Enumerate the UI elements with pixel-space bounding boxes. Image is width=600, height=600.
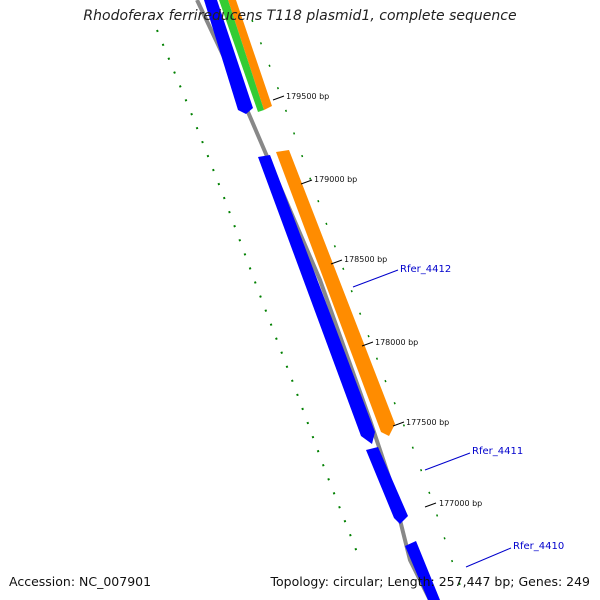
cds-reverse-rfer4411 <box>366 447 408 524</box>
cds-reverse-top <box>204 0 253 114</box>
leader-line-rfer4411 <box>424 452 471 471</box>
tick-label-177500: 177500 bp <box>406 418 449 427</box>
outer-dotted-track <box>251 19 466 600</box>
tick-label-177000: 177000 bp <box>439 499 482 508</box>
scale-ticks <box>272 95 437 508</box>
cds-reverse-rfer4410 <box>405 541 440 600</box>
leader-line-rfer4410 <box>465 547 512 568</box>
rna-top <box>219 0 264 112</box>
gene-label-rfer4411[interactable]: Rfer_4411 <box>472 446 523 457</box>
leader-line-rfer4412 <box>352 269 399 288</box>
cds-forward-rfer4412 <box>276 150 395 436</box>
tick-label-179500: 179500 bp <box>286 92 329 101</box>
map-title: Rhodoferax ferrireducens T118 plasmid1, … <box>83 8 517 24</box>
tick-label-178500: 178500 bp <box>344 255 387 264</box>
cds-reverse-main <box>258 155 375 444</box>
gene-label-rfer4410[interactable]: Rfer_4410 <box>513 541 564 552</box>
cds-forward-top <box>228 0 272 110</box>
gene-label-rfer4412[interactable]: Rfer_4412 <box>400 264 451 275</box>
tick-label-179000: 179000 bp <box>314 175 357 184</box>
topology-summary: Topology: circular; Length: 257,447 bp; … <box>270 574 591 589</box>
tick-label-178000: 178000 bp <box>375 338 418 347</box>
accession-text: Accession: NC_007901 <box>9 574 152 589</box>
